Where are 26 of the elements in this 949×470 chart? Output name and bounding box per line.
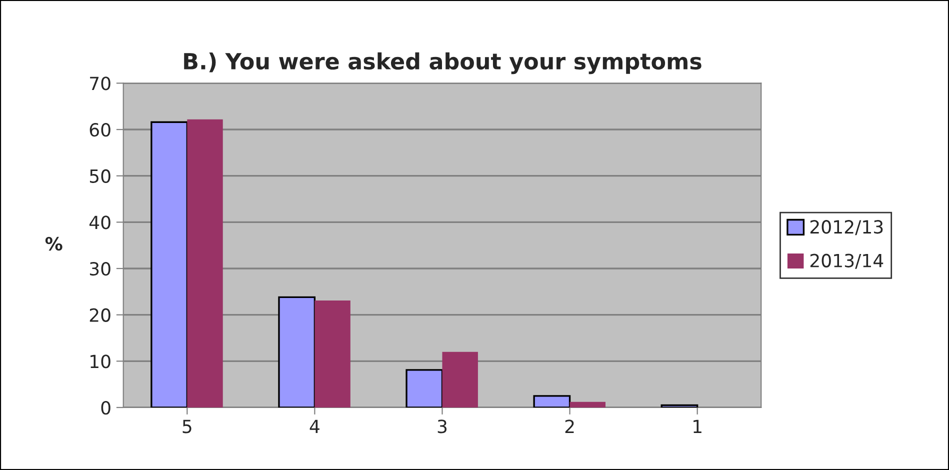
x-tick-label: 1 [694,420,702,434]
bar [570,402,606,408]
y-tick-label: 50 [90,169,110,183]
bar [278,296,316,408]
x-tick-label: 5 [182,420,192,434]
bar [150,121,188,408]
y-tick-label: 20 [90,308,110,322]
bar [533,395,571,408]
x-tick-label: 3 [438,420,447,434]
bar [187,119,223,408]
y-tick-label: 60 [90,122,110,137]
y-axis-title: % [45,236,62,251]
bar [406,369,444,408]
bar [442,352,478,408]
legend-label: 2012/13 [810,220,883,236]
y-tick-label: 40 [89,216,110,230]
y-tick-label: 30 [90,262,110,276]
x-tick-label: 2 [565,420,574,434]
y-tick-label: 10 [90,354,110,368]
legend-label: 2013/14 [810,254,884,269]
y-tick-label: 70 [90,76,110,90]
bar [660,404,698,408]
y-tick-label: 0 [101,400,110,415]
x-tick-label: 4 [310,420,320,434]
bar [314,300,350,408]
chart-title: B.) You were asked about your symptoms [184,52,702,74]
